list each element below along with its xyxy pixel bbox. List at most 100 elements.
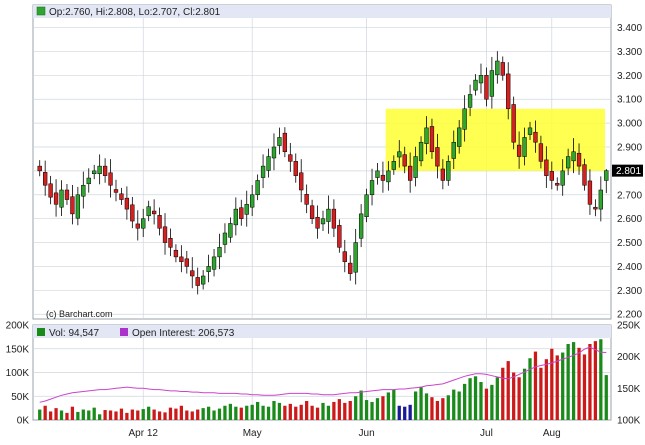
volume-bar	[397, 405, 401, 420]
candle-body	[408, 165, 413, 181]
volume-tick-label: 150K	[6, 344, 30, 355]
volume-bar	[571, 342, 576, 420]
volume-bar	[452, 389, 456, 420]
current-price-label: 2.801	[616, 166, 641, 177]
open-interest-tick-label: 250K	[617, 321, 641, 332]
price-tick-label: 3.200	[617, 71, 642, 82]
candle-body	[244, 204, 249, 215]
volume-bar	[65, 412, 69, 420]
price-tick-label: 2.500	[617, 238, 642, 249]
candle-body	[86, 177, 91, 185]
volume-bar	[54, 408, 58, 420]
candle-body	[157, 215, 162, 229]
volume-bars	[38, 339, 608, 420]
volume-bar	[201, 408, 205, 420]
candle-body	[451, 141, 456, 159]
volume-bar	[310, 405, 314, 420]
volume-bar	[48, 411, 53, 420]
candle-body	[168, 238, 173, 248]
candle-body	[48, 183, 53, 198]
price-tick-label: 3.400	[617, 23, 642, 34]
candle-body	[326, 208, 331, 222]
volume-bar	[321, 402, 325, 420]
volume-bar	[517, 377, 521, 420]
candle-body	[402, 154, 407, 167]
volume-bar	[234, 406, 238, 420]
volume-bar	[277, 402, 282, 420]
candle-body	[571, 151, 576, 162]
candle-body	[255, 180, 260, 196]
candle-body	[522, 137, 527, 157]
candle-body	[495, 60, 500, 76]
candle-body	[228, 223, 233, 238]
volume-bar	[473, 376, 478, 420]
candle-body	[538, 143, 544, 162]
candle-body	[533, 131, 538, 143]
candle-body	[386, 170, 391, 183]
candle-body	[576, 152, 582, 167]
candle-body	[266, 156, 271, 171]
volume-bar	[348, 401, 352, 420]
volume-bar	[294, 406, 298, 420]
volume-bar	[566, 344, 570, 420]
candle-body	[277, 137, 282, 146]
volume-bar	[512, 372, 516, 420]
volume-bar	[179, 405, 183, 420]
candle-body	[81, 184, 86, 197]
volume-bar	[125, 412, 129, 420]
candle-body	[75, 194, 81, 219]
volume-bar	[539, 367, 543, 420]
volume-bar	[283, 405, 287, 420]
price-tick-label: 2.900	[617, 143, 642, 154]
candle-body	[70, 196, 75, 215]
volume-bar	[239, 407, 243, 420]
candle-body	[309, 205, 315, 219]
candle-body	[364, 194, 369, 218]
candle-body	[527, 127, 533, 135]
volume-bar	[599, 339, 603, 420]
candle-body	[119, 193, 124, 200]
volume-bar	[147, 406, 151, 420]
volume-bar	[413, 391, 418, 420]
candle-body	[173, 249, 179, 258]
candle-body	[124, 197, 130, 210]
candle-body	[598, 189, 603, 210]
volume-bar	[228, 403, 233, 420]
price-tick-label: 3.100	[617, 95, 642, 106]
volume-bar	[408, 404, 412, 420]
candle-body	[500, 62, 505, 76]
volume-bar	[59, 410, 64, 420]
volume-bar	[561, 352, 565, 420]
candle-body	[489, 70, 495, 97]
candle-body	[555, 183, 560, 186]
candle-body	[604, 170, 609, 181]
volume-bar	[157, 411, 162, 420]
candle-body	[358, 213, 364, 239]
volume-bar	[272, 401, 276, 420]
candle-body	[457, 127, 462, 147]
month-label: Apr 12	[128, 428, 158, 439]
candle-body	[353, 242, 358, 273]
volume-bar	[261, 405, 265, 420]
price-header-band	[33, 5, 611, 18]
volume-bar	[38, 409, 42, 420]
price-tick-label: 2.300	[617, 286, 642, 297]
volume-bar	[245, 405, 249, 420]
volume-bar	[223, 405, 227, 420]
volume-bar	[98, 414, 102, 420]
volume-bar	[190, 411, 194, 420]
volume-bar	[424, 393, 429, 420]
volume-bar	[354, 396, 358, 420]
volume-bar	[577, 347, 581, 420]
volume-bar	[81, 409, 85, 420]
volume-legend: Vol: 94,547 Open Interest: 206,573	[37, 328, 235, 339]
volume-bar	[381, 396, 385, 420]
candle-body	[108, 172, 113, 186]
candle-body	[206, 266, 211, 272]
volume-bar	[196, 409, 200, 420]
volume-bar	[315, 407, 320, 420]
candle-body	[435, 147, 440, 167]
volume-bar	[484, 388, 489, 420]
resistance-highlight-zone	[385, 108, 605, 171]
volume-bar	[212, 410, 216, 420]
